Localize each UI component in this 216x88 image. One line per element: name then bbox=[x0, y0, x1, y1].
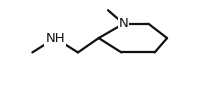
Text: NH: NH bbox=[45, 32, 65, 45]
Text: N: N bbox=[119, 17, 129, 30]
